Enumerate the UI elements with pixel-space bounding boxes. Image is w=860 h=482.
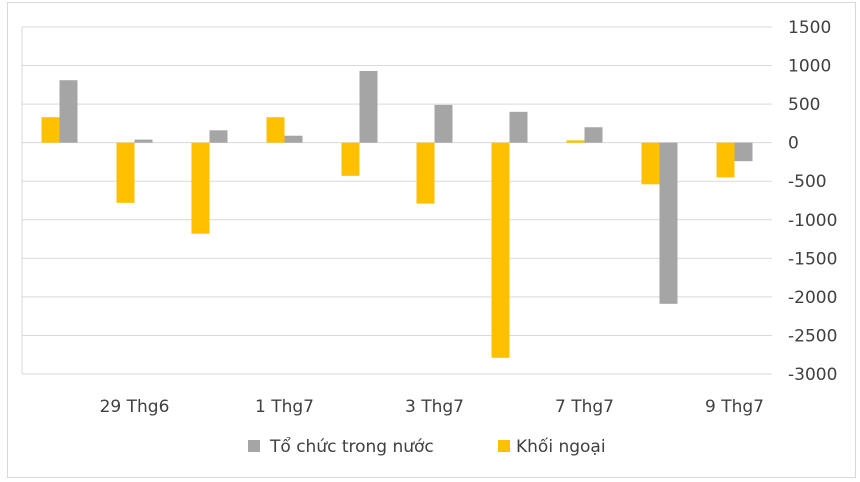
bars (41, 70, 753, 358)
bar-khoi-ngoai (116, 142, 135, 203)
x-tick-label: 3 Thg7 (405, 397, 464, 417)
x-axis-tick-labels: 29 Thg6 1 Thg7 3 Thg7 7 Thg7 9 Thg7 (100, 397, 764, 417)
bar-khoi-ngoai (341, 142, 360, 176)
y-tick-label: -2500 (788, 326, 837, 346)
x-tick-label: 1 Thg7 (255, 397, 314, 417)
x-tick-label: 9 Thg7 (705, 397, 764, 417)
y-tick-label: 0 (788, 134, 799, 154)
bar-to-chuc-trong-nuoc (434, 104, 453, 143)
y-tick-label: 1000 (788, 57, 831, 77)
y-tick-label: -1500 (788, 249, 837, 269)
y-tick-label: 1500 (788, 18, 831, 38)
bar-to-chuc-trong-nuoc (659, 142, 678, 304)
y-tick-label: 500 (788, 95, 820, 115)
bar-khoi-ngoai (491, 142, 510, 358)
chart-frame (7, 2, 856, 478)
x-tick-label: 7 Thg7 (555, 397, 614, 417)
legend-label: Tổ chức trong nước (269, 436, 434, 457)
x-tick-label: 29 Thg6 (100, 397, 170, 417)
bar-to-chuc-trong-nuoc (359, 70, 378, 143)
bar-to-chuc-trong-nuoc (59, 80, 78, 143)
bar-to-chuc-trong-nuoc (134, 139, 153, 143)
legend: Tổ chức trong nước Khối ngoại (248, 436, 606, 457)
legend-label: Khối ngoại (516, 436, 606, 457)
bar-khoi-ngoai (266, 117, 285, 143)
y-axis-tick-labels: 1500 1000 500 0 -500 -1000 -1500 -2000 -2500 -300… (788, 18, 837, 385)
bar-to-chuc-trong-nuoc (209, 130, 228, 143)
bar-khoi-ngoai (191, 142, 210, 234)
y-tick-label: -500 (788, 172, 827, 192)
bar-khoi-ngoai (41, 117, 60, 143)
y-tick-label: -2000 (788, 288, 837, 308)
legend-swatch (498, 440, 510, 452)
bar-to-chuc-trong-nuoc (734, 142, 753, 162)
legend-swatch (248, 440, 260, 452)
bar-to-chuc-trong-nuoc (584, 127, 603, 143)
bar-khoi-ngoai (716, 142, 735, 178)
bar-khoi-ngoai (641, 142, 660, 185)
bar-to-chuc-trong-nuoc (509, 111, 528, 143)
bar-khoi-ngoai (416, 142, 435, 204)
bar-to-chuc-trong-nuoc (284, 135, 303, 143)
y-tick-label: -3000 (788, 365, 837, 385)
y-tick-label: -1000 (788, 211, 837, 231)
bar-khoi-ngoai (566, 140, 585, 143)
